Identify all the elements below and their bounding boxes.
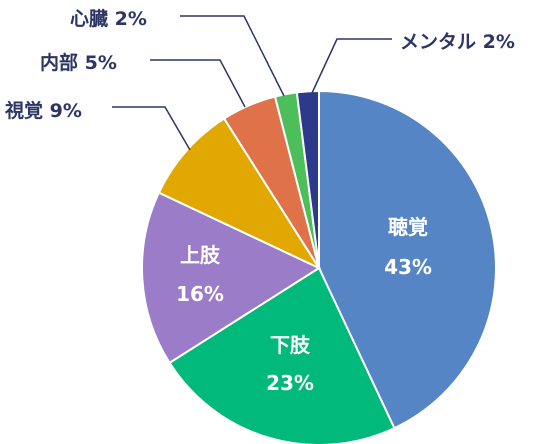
slice-label-2: 上肢: [180, 243, 221, 267]
slice-value-1: 23%: [266, 371, 314, 395]
pie-slice-6: [295, 89, 320, 269]
pie-slice-3: [157, 117, 322, 271]
pie-slice-0: [318, 89, 497, 430]
leader-lines: [112, 15, 392, 151]
pie-slices: [141, 89, 497, 444]
slice-value-2: 16%: [176, 282, 224, 306]
leader-line-4: [150, 59, 246, 108]
slice-value-0: 43%: [384, 255, 432, 279]
leader-line-6: [311, 38, 392, 94]
slice-label-1: 下肢: [270, 333, 311, 357]
slice-label-0: 聴覚: [388, 215, 428, 239]
leader-line-5: [180, 15, 285, 97]
slice-labels: 聴覚 43% 下肢 23% 上肢 16% 視覚 9% 内部 5% 心臓 2% メンタル 2%: [4, 8, 515, 395]
slice-label-4: 内部 5%: [40, 51, 117, 74]
leader-line-3: [112, 106, 191, 151]
slice-label-3: 視覚 9%: [4, 99, 82, 122]
slice-label-6: メンタル 2%: [400, 31, 515, 53]
pie-slice-1: [168, 266, 396, 444]
pie-slice-2: [141, 191, 322, 365]
slice-label-5: 心臓 2%: [70, 8, 147, 30]
